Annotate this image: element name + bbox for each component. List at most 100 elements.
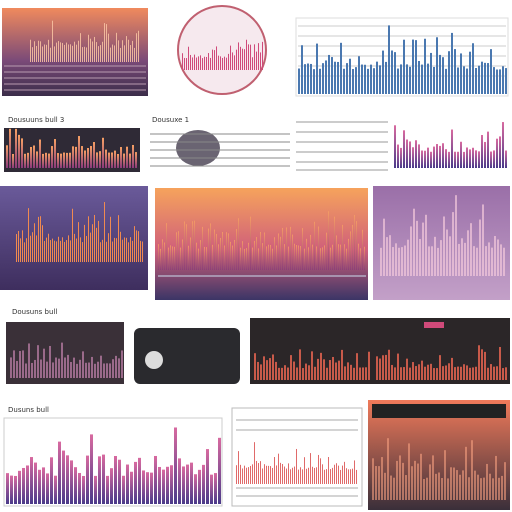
wave-bar bbox=[338, 244, 339, 270]
wave-bar bbox=[421, 150, 423, 168]
wave-bar bbox=[314, 221, 315, 270]
wave-bar bbox=[436, 37, 438, 94]
wave-bar bbox=[293, 361, 295, 380]
wave-bar bbox=[296, 448, 297, 484]
wave-bar bbox=[206, 56, 207, 70]
wave-bar bbox=[270, 466, 271, 484]
circle-panel bbox=[177, 5, 267, 95]
wave-bar bbox=[272, 354, 274, 380]
wave-bar bbox=[108, 233, 109, 262]
wave-bar bbox=[76, 363, 78, 378]
wave-bar bbox=[421, 360, 423, 380]
wave-bar bbox=[244, 248, 245, 270]
wave-bar bbox=[433, 368, 435, 380]
wave-bar bbox=[102, 239, 103, 262]
wave-bar bbox=[388, 25, 390, 94]
wave-bar bbox=[304, 64, 306, 94]
wave-bar bbox=[328, 456, 329, 484]
wave-bar bbox=[86, 47, 87, 62]
wave-bar bbox=[490, 151, 492, 168]
wave-bar bbox=[362, 229, 363, 270]
wave-bar bbox=[46, 473, 49, 504]
wave-bar bbox=[121, 350, 123, 378]
wave-bar bbox=[90, 146, 92, 168]
wave-bar bbox=[216, 233, 217, 270]
wave-bar bbox=[469, 51, 471, 94]
wave-bar bbox=[323, 359, 325, 380]
wave-bar bbox=[9, 128, 11, 168]
wave-bar bbox=[126, 237, 127, 262]
wave-bar bbox=[28, 343, 30, 378]
wave-bar bbox=[24, 153, 26, 168]
wave-bar bbox=[194, 220, 195, 270]
wave-bar bbox=[314, 366, 316, 380]
wave-bar bbox=[414, 460, 416, 500]
wave-bar bbox=[266, 360, 268, 380]
wave-bar bbox=[172, 246, 173, 270]
wave-bar bbox=[319, 68, 321, 94]
wave-bar bbox=[459, 474, 461, 500]
wave-bar bbox=[232, 245, 233, 270]
wave-bar bbox=[184, 221, 185, 270]
wave-bar bbox=[126, 464, 129, 504]
wave-bar bbox=[418, 364, 420, 380]
wave-bar bbox=[94, 214, 95, 262]
wave-bar bbox=[493, 150, 495, 168]
wave-bar bbox=[282, 227, 283, 270]
wave-bar bbox=[358, 243, 359, 270]
wave-bar bbox=[442, 366, 444, 380]
wave-bar bbox=[394, 125, 396, 168]
wave-bar bbox=[287, 367, 289, 380]
wave-bar bbox=[263, 356, 265, 380]
wave-bar bbox=[298, 245, 299, 270]
wave-bar bbox=[490, 364, 492, 380]
wave-bar bbox=[250, 44, 251, 70]
wave-bar bbox=[328, 211, 329, 270]
wave-bar bbox=[318, 454, 319, 484]
wave-bar bbox=[276, 465, 277, 484]
wave-bar bbox=[467, 230, 469, 276]
wave-bar bbox=[379, 358, 381, 380]
wave-bar bbox=[294, 466, 295, 484]
wave-bar bbox=[353, 367, 355, 380]
wave-bar bbox=[463, 364, 465, 380]
wave-bar bbox=[465, 446, 467, 500]
wave-bar bbox=[288, 463, 289, 484]
wave-bar bbox=[484, 62, 486, 94]
wave-bar bbox=[32, 47, 33, 62]
wave-bar bbox=[66, 152, 68, 168]
wave-bar bbox=[214, 229, 215, 270]
wave-bar bbox=[481, 135, 483, 168]
wave-bar bbox=[58, 41, 59, 62]
wave-bar bbox=[90, 38, 91, 62]
wave-bar bbox=[443, 216, 445, 276]
wave-bar bbox=[246, 39, 247, 70]
wave-bar bbox=[16, 234, 17, 262]
wave-bar bbox=[389, 235, 391, 276]
wave-bar bbox=[356, 353, 358, 380]
wave-bar bbox=[67, 354, 69, 378]
wave-bar bbox=[82, 351, 84, 378]
wave-bar bbox=[445, 68, 447, 94]
wave-bar bbox=[425, 214, 427, 276]
wave-bar bbox=[456, 470, 458, 500]
wave-bar bbox=[347, 362, 349, 380]
wave-bar bbox=[424, 150, 426, 168]
wave-bar bbox=[413, 208, 415, 276]
wave-bar bbox=[296, 367, 298, 380]
wave-bar bbox=[98, 46, 99, 62]
wave-bar bbox=[31, 362, 33, 378]
wave-bar bbox=[464, 242, 466, 276]
wave-bar bbox=[96, 227, 97, 262]
wave-bar bbox=[310, 453, 311, 484]
wave-bar bbox=[397, 144, 399, 168]
wave-bar bbox=[30, 146, 32, 168]
wave-bar bbox=[192, 221, 193, 270]
wave-bar bbox=[372, 458, 374, 500]
wave-bar bbox=[66, 240, 67, 262]
wave-bar bbox=[502, 368, 504, 380]
wave-bar bbox=[86, 235, 87, 262]
wave-bar bbox=[385, 61, 387, 94]
wave-bar bbox=[22, 467, 25, 504]
wave-bar bbox=[198, 469, 201, 504]
